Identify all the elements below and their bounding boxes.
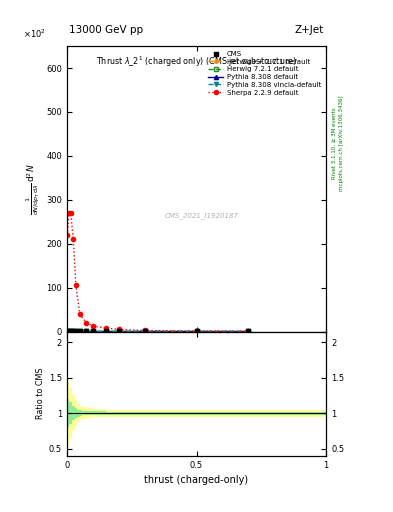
Y-axis label: $\frac{1}{\mathrm{d}N/\mathrm{d}p_\mathrm{T}\,\mathrm{d}\lambda}\,\mathrm{d}^2N$: $\frac{1}{\mathrm{d}N/\mathrm{d}p_\mathr… (25, 163, 42, 215)
Text: $\times10^2$: $\times10^2$ (23, 28, 46, 40)
Text: mcplots.cern.ch [arXiv:1306.3436]: mcplots.cern.ch [arXiv:1306.3436] (339, 96, 344, 191)
Text: Thrust $\lambda\_2^1$ (charged only) (CMS jet substructure): Thrust $\lambda\_2^1$ (charged only) (CM… (96, 55, 297, 69)
Legend: CMS, Herwig++ 2.7.1 default, Herwig 7.2.1 default, Pythia 8.308 default, Pythia : CMS, Herwig++ 2.7.1 default, Herwig 7.2.… (207, 50, 323, 97)
Text: 13000 GeV pp: 13000 GeV pp (70, 25, 143, 35)
X-axis label: thrust (charged-only): thrust (charged-only) (145, 475, 248, 485)
Text: Rivet 3.1.10, ≥ 3M events: Rivet 3.1.10, ≥ 3M events (332, 108, 337, 179)
Text: Z+Jet: Z+Jet (294, 25, 323, 35)
Text: CMS_2021_I1920187: CMS_2021_I1920187 (165, 212, 239, 219)
Y-axis label: Ratio to CMS: Ratio to CMS (36, 368, 45, 419)
